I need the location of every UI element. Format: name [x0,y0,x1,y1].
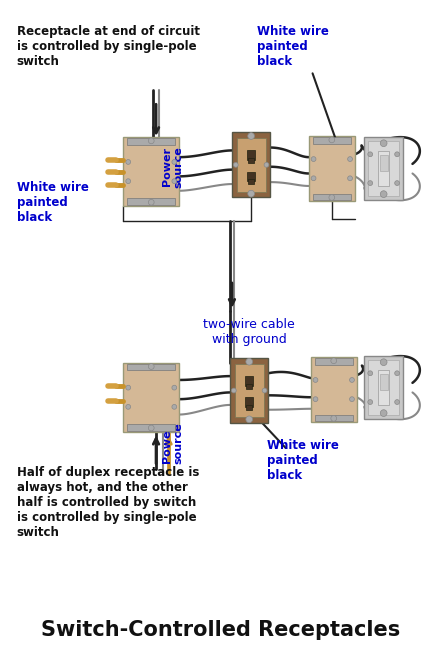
Circle shape [264,163,269,167]
Circle shape [172,178,177,184]
Bar [235,364,264,417]
Bar [248,158,254,163]
Bar [378,370,389,405]
Bar [248,179,254,184]
Bar [364,356,403,419]
Text: Half of duplex receptacle is
always hot, and the other
half is controlled by swi: Half of duplex receptacle is always hot,… [17,467,199,539]
Bar [230,358,269,423]
Circle shape [126,405,131,409]
Bar [368,360,399,415]
Bar [123,137,179,206]
Circle shape [246,358,253,365]
Circle shape [329,194,335,200]
Bar [380,155,388,171]
Text: White wire
painted
black: White wire painted black [257,24,329,67]
Circle shape [172,159,177,165]
Circle shape [329,137,335,143]
Circle shape [350,377,355,382]
Bar [127,424,175,431]
Circle shape [395,180,400,186]
Circle shape [331,416,336,421]
Bar [247,384,252,389]
Circle shape [172,385,177,390]
Circle shape [380,140,387,147]
Circle shape [348,176,352,180]
Bar [309,136,355,202]
Circle shape [248,133,254,139]
Circle shape [148,200,154,205]
Circle shape [311,157,316,161]
Circle shape [368,400,373,405]
Circle shape [395,152,400,157]
Text: two-wire cable
with ground: two-wire cable with ground [203,319,295,346]
Circle shape [148,138,154,143]
Circle shape [368,180,373,186]
Circle shape [395,400,400,405]
Text: Power
source: Power source [161,422,183,464]
Circle shape [311,176,316,180]
Circle shape [126,178,131,184]
Circle shape [148,425,154,431]
Bar [127,364,175,370]
Circle shape [248,190,254,197]
Circle shape [313,397,318,402]
Circle shape [126,385,131,390]
Bar [314,414,353,421]
Circle shape [313,377,318,382]
Text: Switch-Controlled Receptacles: Switch-Controlled Receptacles [41,619,400,640]
Circle shape [348,157,352,161]
Circle shape [380,359,387,366]
Circle shape [262,388,267,393]
Bar [245,397,253,407]
Bar [237,138,265,192]
Circle shape [350,397,355,402]
Circle shape [331,358,336,364]
Bar [314,358,353,365]
Bar [232,132,270,198]
Bar [368,141,399,196]
Text: Power
source: Power source [161,146,183,188]
Bar [247,172,255,181]
Bar [127,198,175,205]
Bar [245,376,253,386]
Circle shape [232,388,236,393]
Circle shape [380,191,387,198]
Circle shape [380,410,387,416]
Circle shape [368,152,373,157]
Circle shape [246,416,253,422]
Circle shape [126,159,131,165]
Bar [313,194,351,200]
Bar [378,151,389,186]
Text: White wire
painted
black: White wire painted black [266,438,338,482]
Circle shape [172,405,177,409]
Text: White wire
painted
black: White wire painted black [17,181,89,224]
Bar [380,374,388,389]
Circle shape [233,163,238,167]
Bar [313,137,351,143]
Bar [310,357,357,422]
Bar [123,363,179,432]
Bar [127,138,175,145]
Bar [247,151,255,160]
Bar [364,137,403,200]
Text: Receptacle at end of circuit
is controlled by single-pole
switch: Receptacle at end of circuit is controll… [17,24,200,67]
Circle shape [368,371,373,375]
Circle shape [395,371,400,375]
Circle shape [148,364,154,369]
Bar [247,405,252,410]
